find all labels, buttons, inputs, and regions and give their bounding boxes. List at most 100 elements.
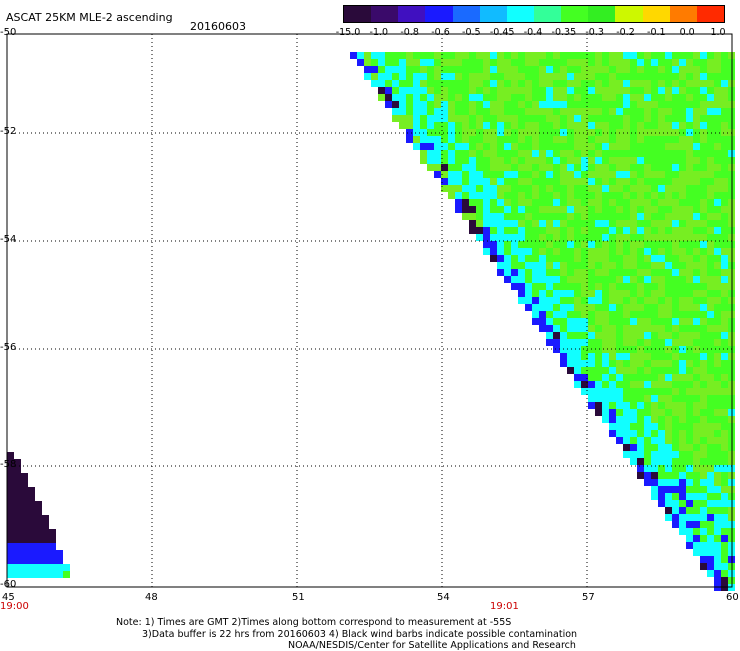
wind-cell (385, 66, 392, 73)
wind-cell (588, 73, 595, 80)
wind-cell (553, 115, 560, 122)
wind-cell (602, 325, 609, 332)
wind-cell (581, 332, 588, 339)
wind-cell (49, 571, 56, 578)
wind-cell (644, 472, 651, 479)
wind-cell (630, 150, 637, 157)
wind-cell (707, 66, 714, 73)
wind-cell (651, 311, 658, 318)
wind-cell (700, 94, 707, 101)
wind-cell (665, 395, 672, 402)
wind-cell (588, 381, 595, 388)
wind-cell (693, 94, 700, 101)
wind-cell (21, 515, 28, 522)
wind-cell (525, 262, 532, 269)
wind-cell (721, 199, 728, 206)
wind-cell (476, 87, 483, 94)
wind-cell (609, 367, 616, 374)
wind-cell (630, 283, 637, 290)
wind-cell (693, 507, 700, 514)
wind-cell (574, 241, 581, 248)
wind-cell (637, 276, 644, 283)
wind-cell (469, 52, 476, 59)
wind-cell (595, 94, 602, 101)
wind-cell (721, 374, 728, 381)
wind-cell (714, 199, 721, 206)
wind-cell (588, 101, 595, 108)
wind-cell (679, 269, 686, 276)
wind-cell (623, 367, 630, 374)
wind-cell (630, 409, 637, 416)
wind-cell (497, 122, 504, 129)
wind-cell (658, 241, 665, 248)
wind-cell (469, 101, 476, 108)
wind-cell (693, 367, 700, 374)
wind-cell (574, 255, 581, 262)
wind-cell (602, 122, 609, 129)
wind-cell (490, 227, 497, 234)
wind-cell (721, 283, 728, 290)
wind-cell (595, 269, 602, 276)
wind-cell (658, 150, 665, 157)
wind-cell (511, 206, 518, 213)
wind-cell (539, 157, 546, 164)
wind-cell (672, 339, 679, 346)
wind-cell (644, 290, 651, 297)
wind-cell (686, 255, 693, 262)
wind-cell (497, 199, 504, 206)
wind-cell (623, 290, 630, 297)
wind-cell (665, 241, 672, 248)
wind-cell (553, 241, 560, 248)
wind-cell (483, 199, 490, 206)
wind-cell (714, 52, 721, 59)
wind-cell (672, 486, 679, 493)
wind-cell (7, 515, 14, 522)
wind-cell (581, 276, 588, 283)
wind-cell (539, 206, 546, 213)
wind-cell (532, 290, 539, 297)
wind-cell (721, 185, 728, 192)
wind-cell (595, 325, 602, 332)
wind-cell (441, 129, 448, 136)
wind-cell (714, 241, 721, 248)
wind-cell (560, 108, 567, 115)
wind-cell (644, 276, 651, 283)
wind-cell (658, 416, 665, 423)
wind-cell (490, 157, 497, 164)
wind-cell (644, 374, 651, 381)
wind-cell (686, 311, 693, 318)
wind-cell (567, 136, 574, 143)
wind-cell (553, 59, 560, 66)
wind-cell (553, 227, 560, 234)
wind-cell (469, 94, 476, 101)
wind-cell (651, 80, 658, 87)
wind-cell (679, 423, 686, 430)
wind-cell (28, 515, 35, 522)
wind-cell (525, 241, 532, 248)
wind-cell (630, 108, 637, 115)
wind-cell (511, 164, 518, 171)
wind-cell (665, 367, 672, 374)
wind-cell (602, 234, 609, 241)
wind-cell (588, 192, 595, 199)
wind-cell (469, 115, 476, 122)
wind-cell (686, 94, 693, 101)
wind-cell (588, 234, 595, 241)
wind-cell (686, 465, 693, 472)
wind-cell (469, 136, 476, 143)
wind-cell (588, 143, 595, 150)
wind-cell (658, 304, 665, 311)
wind-cell (483, 115, 490, 122)
wind-cell (595, 262, 602, 269)
wind-cell (651, 458, 658, 465)
wind-cell (721, 276, 728, 283)
wind-cell (623, 395, 630, 402)
wind-cell (553, 150, 560, 157)
wind-cell (651, 206, 658, 213)
wind-cell (21, 557, 28, 564)
wind-cell (679, 59, 686, 66)
wind-cell (609, 339, 616, 346)
wind-cell (609, 290, 616, 297)
wind-cell (602, 381, 609, 388)
wind-cell (721, 248, 728, 255)
